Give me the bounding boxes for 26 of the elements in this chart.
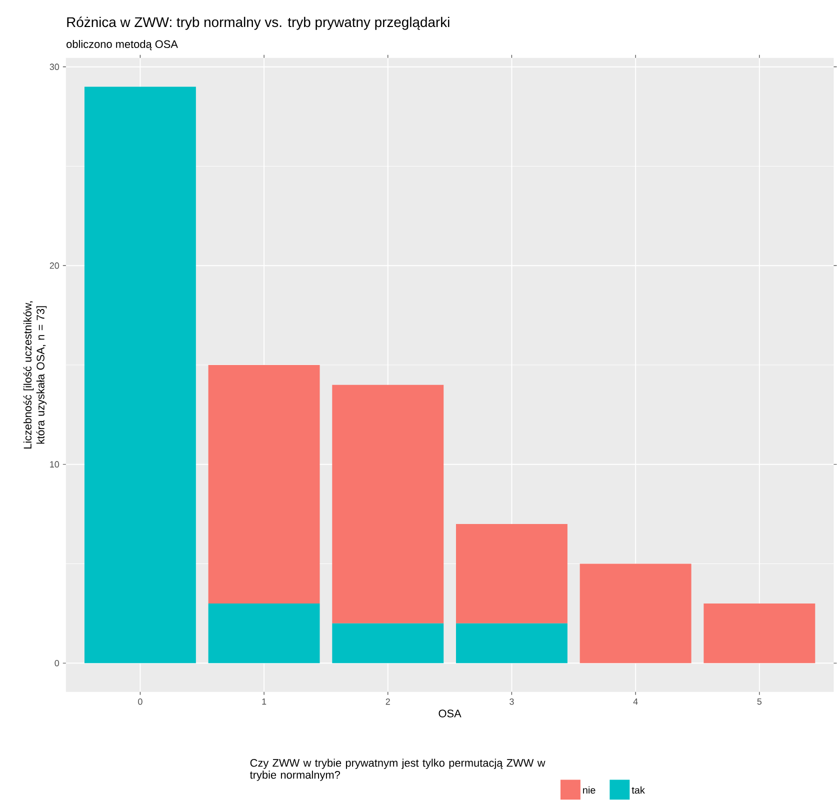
y-tick-label: 10	[50, 461, 60, 468]
legend-label: tak	[632, 786, 645, 794]
x-tick-label: 1	[262, 698, 266, 705]
bar	[84, 86, 196, 664]
y-tick-label: 0	[54, 660, 60, 666]
x-tick-label: 2	[386, 698, 390, 705]
y-tick-label: 30	[50, 64, 60, 70]
bar	[456, 524, 568, 624]
x-tick-label: 5	[757, 698, 762, 705]
bar	[332, 385, 444, 624]
y-tick-label: 20	[50, 262, 60, 269]
chart-title: Różnica w ZWW: tryb normalny vs. tryb prywatny przeglądarki	[67, 16, 450, 30]
bar	[332, 624, 444, 664]
bar	[580, 564, 692, 664]
chart-subtitle: obliczono metodą OSA	[66, 40, 178, 50]
y-axis-title: Liczebność [ilość uczestników, która uzyskała OSA, n = 73]	[23, 302, 47, 449]
bar	[704, 604, 816, 664]
bar	[208, 604, 320, 664]
legend-label: nie	[583, 786, 596, 794]
bar	[456, 624, 568, 664]
x-tick-label: 4	[633, 698, 638, 705]
x-tick-label: 0	[138, 698, 142, 705]
x-tick-label: 3	[510, 698, 514, 705]
x-axis-title: OSA	[438, 710, 462, 718]
bar	[208, 365, 320, 604]
legend-title: Czy ZWW w trybie prywatnym jest tylko permutacją ZWW w trybie normalnym?	[250, 758, 546, 782]
